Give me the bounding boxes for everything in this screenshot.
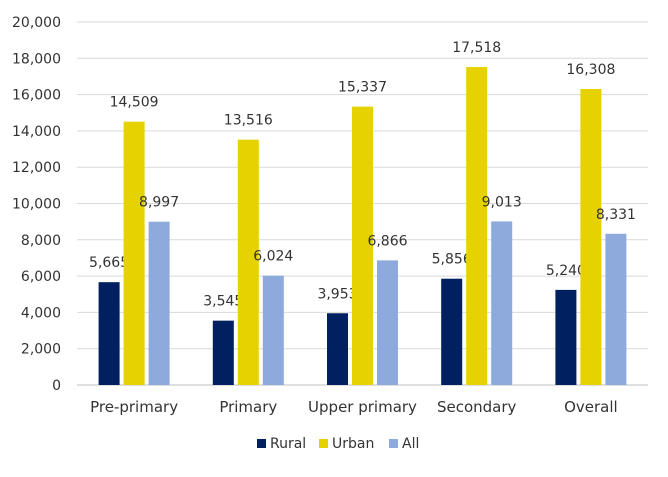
y-tick-label: 12,000 xyxy=(12,160,61,176)
data-label: 5,665 xyxy=(89,255,129,271)
x-axis: Pre-primary Primary Upper primary Secondary… xyxy=(90,398,618,416)
y-tick-label: 4,000 xyxy=(21,305,61,321)
bar-all xyxy=(148,221,170,385)
y-tick-label: 16,000 xyxy=(12,88,61,104)
bar-rural xyxy=(98,282,120,385)
x-category-label: Pre-primary xyxy=(90,398,178,416)
data-label: 15,337 xyxy=(338,80,387,96)
bar-all xyxy=(605,233,627,385)
data-label: 9,013 xyxy=(482,194,522,210)
data-label: 3,953 xyxy=(317,286,357,302)
bar-all xyxy=(491,221,513,385)
bar-rural xyxy=(327,313,348,385)
y-tick-label: 6,000 xyxy=(21,269,61,285)
legend-label-all: All xyxy=(402,436,419,452)
y-tick-label: 0 xyxy=(52,378,61,394)
bar-rural xyxy=(441,278,463,385)
legend-swatch-rural xyxy=(257,439,266,448)
y-tick-label: 20,000 xyxy=(12,15,61,31)
data-label: 6,866 xyxy=(367,233,407,249)
data-label: 17,518 xyxy=(452,40,501,56)
data-label: 5,240 xyxy=(546,263,586,279)
bar-urban xyxy=(466,67,488,385)
bar-all xyxy=(262,275,284,385)
x-category-label: Secondary xyxy=(437,398,517,416)
y-tick-label: 2,000 xyxy=(21,342,61,358)
legend: Rural Urban All xyxy=(257,436,419,452)
y-tick-label: 10,000 xyxy=(12,197,61,213)
y-tick-label: 8,000 xyxy=(21,233,61,249)
data-label: 13,516 xyxy=(224,113,273,129)
data-label: 8,331 xyxy=(596,207,636,223)
y-tick-label: 14,000 xyxy=(12,124,61,140)
bar-all xyxy=(377,260,398,385)
bar-rural xyxy=(212,320,234,385)
bar-urban xyxy=(237,139,259,385)
x-category-label: Primary xyxy=(219,398,277,416)
x-category-label: Overall xyxy=(564,398,618,416)
legend-swatch-all xyxy=(389,439,398,448)
data-label: 14,509 xyxy=(110,95,159,111)
bars: 5,665 14,509 8,997 3,545 13,516 6,024 3,953 15,… xyxy=(89,40,636,385)
data-label: 6,024 xyxy=(253,249,293,265)
bar-urban xyxy=(123,121,145,385)
data-label: 3,545 xyxy=(203,294,243,310)
legend-swatch-urban xyxy=(319,439,328,448)
bar-rural xyxy=(555,289,577,385)
y-tick-label: 18,000 xyxy=(12,51,61,67)
bar-urban xyxy=(580,89,602,385)
bar-urban xyxy=(352,106,373,385)
x-category-label: Upper primary xyxy=(308,398,417,416)
data-label: 5,856 xyxy=(432,252,472,268)
data-label: 16,308 xyxy=(566,62,615,78)
legend-label-urban: Urban xyxy=(332,436,374,452)
legend-label-rural: Rural xyxy=(270,436,306,452)
y-axis: 0 2,000 4,000 6,000 8,000 10,000 12,000 14,000 1… xyxy=(12,15,61,394)
data-label: 8,997 xyxy=(139,195,179,211)
